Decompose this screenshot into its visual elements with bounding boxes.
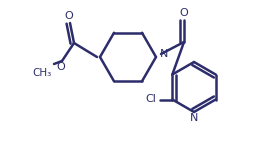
Text: CH₃: CH₃ (32, 68, 51, 78)
Text: O: O (57, 62, 65, 72)
Text: N: N (190, 113, 198, 123)
Text: N: N (160, 49, 168, 59)
Text: O: O (64, 11, 73, 21)
Text: O: O (180, 8, 188, 18)
Text: Cl: Cl (145, 95, 156, 105)
